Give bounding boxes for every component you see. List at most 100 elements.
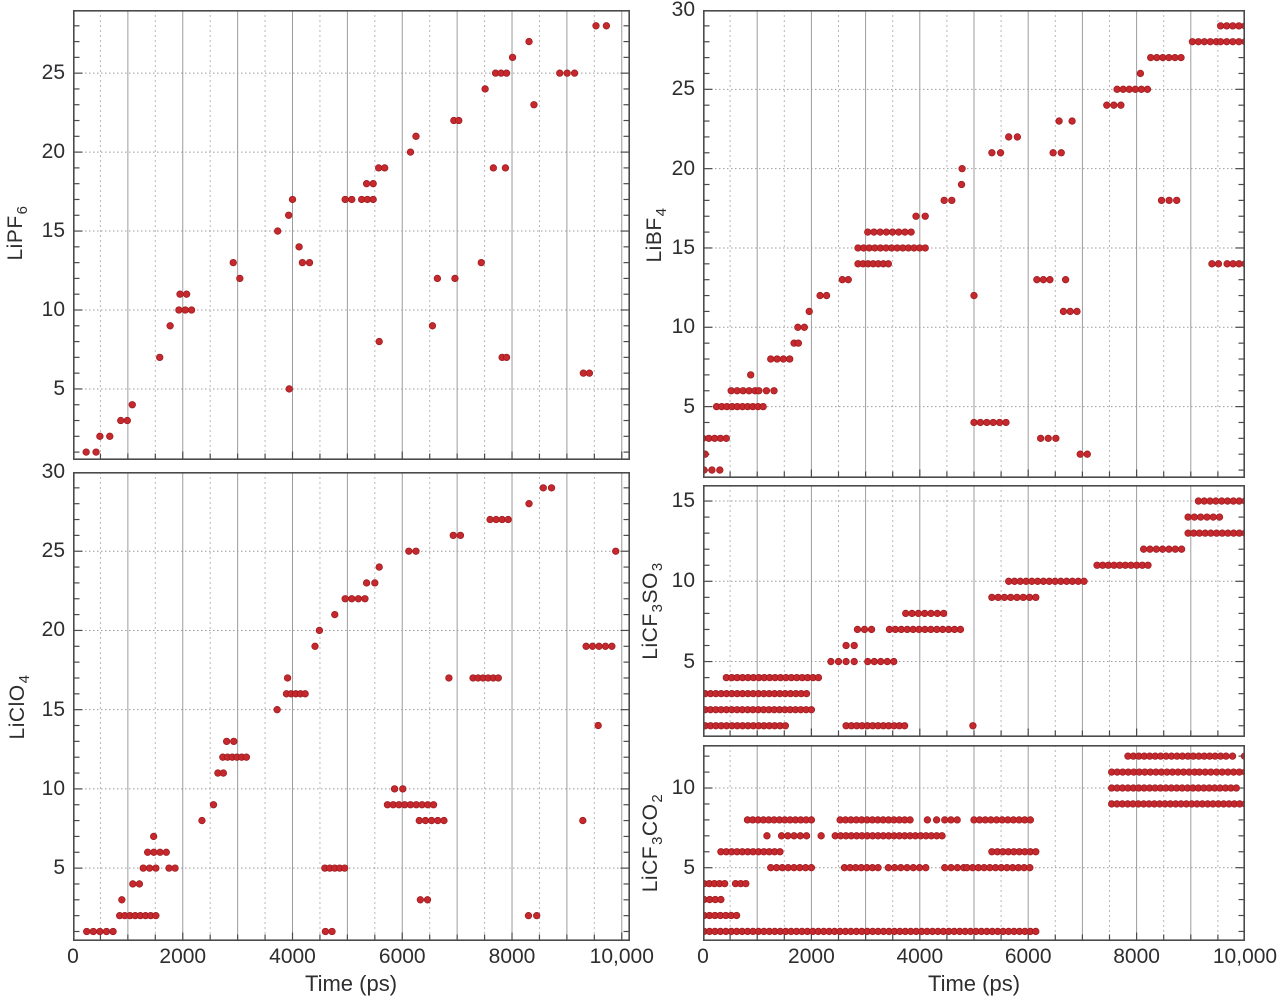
data-point <box>933 609 941 618</box>
data-point <box>390 785 399 793</box>
data-point <box>1143 85 1152 93</box>
data-point <box>156 848 164 856</box>
data-point <box>340 864 349 872</box>
data-point <box>877 657 885 666</box>
data-point <box>455 116 463 125</box>
data-point <box>940 196 948 205</box>
data-point <box>1232 784 1240 792</box>
x-tick-label: 2000 <box>159 945 207 968</box>
data-point <box>1229 38 1237 46</box>
data-point <box>1215 513 1224 521</box>
data-point <box>722 434 730 442</box>
data-point <box>770 387 778 395</box>
panel-lipf6 <box>73 10 630 460</box>
data-point <box>1039 276 1048 284</box>
data-point <box>348 595 356 603</box>
data-point <box>1139 545 1148 553</box>
data-point <box>612 547 620 555</box>
data-point <box>152 864 160 872</box>
data-point <box>742 879 750 888</box>
y-tick-label: 10 <box>671 315 695 339</box>
data-point <box>109 927 117 936</box>
data-point <box>198 816 206 825</box>
data-point <box>1146 545 1154 553</box>
data-point <box>371 579 379 587</box>
data-point <box>481 85 489 93</box>
data-point <box>498 515 506 524</box>
data-point <box>800 323 809 331</box>
y-tick-label: 25 <box>41 539 65 563</box>
data-point <box>1103 101 1111 109</box>
data-point <box>1032 848 1040 856</box>
data-point <box>328 927 336 936</box>
data-point <box>1229 260 1237 268</box>
data-point <box>1049 149 1057 157</box>
data-point <box>1159 53 1167 62</box>
x-axis-label-right: Time (ps) <box>927 971 1021 996</box>
data-point <box>983 418 991 427</box>
y-tick-label: 10 <box>41 298 65 321</box>
x-tick-label: 0 <box>67 945 79 968</box>
data-point <box>82 448 90 456</box>
data-point <box>1046 276 1054 284</box>
data-point <box>362 579 371 587</box>
data-point <box>907 228 915 236</box>
data-point <box>956 625 965 634</box>
data-point <box>1223 22 1231 30</box>
data-point <box>181 306 189 314</box>
data-point <box>406 148 415 156</box>
y-tick-label: 15 <box>41 219 65 243</box>
y-tick-label: 5 <box>53 856 65 880</box>
data-point <box>369 180 377 188</box>
data-point <box>1216 38 1225 46</box>
data-point <box>1019 593 1027 602</box>
data-point <box>525 500 533 508</box>
data-point <box>429 801 438 809</box>
data-point <box>209 801 218 809</box>
data-point <box>870 228 878 236</box>
data-point <box>331 610 339 619</box>
data-point <box>129 880 137 888</box>
data-point <box>525 37 533 46</box>
y-tick-label: 20 <box>41 618 65 642</box>
data-point <box>802 832 811 840</box>
data-point <box>601 642 610 650</box>
data-point <box>779 355 788 363</box>
data-point <box>305 258 314 267</box>
y-tick-label: 25 <box>41 61 65 85</box>
data-point <box>1025 593 1034 602</box>
data-point <box>853 625 862 634</box>
data-point <box>923 816 932 824</box>
data-point <box>1235 22 1243 30</box>
data-point <box>273 706 281 714</box>
data-point <box>902 609 910 618</box>
data-point <box>906 816 914 824</box>
data-point <box>947 864 955 872</box>
x-tick-label: 6000 <box>378 945 426 968</box>
data-point <box>1131 85 1139 93</box>
data-point <box>882 228 891 236</box>
data-point <box>1066 307 1074 316</box>
data-point <box>230 737 238 746</box>
data-point <box>117 416 125 425</box>
data-point <box>150 848 158 856</box>
data-point <box>1083 450 1091 458</box>
data-point <box>1117 101 1125 109</box>
data-point <box>1033 276 1041 284</box>
data-point <box>412 547 420 555</box>
data-point <box>784 832 792 840</box>
data-point <box>1136 69 1145 78</box>
data-point <box>759 402 767 411</box>
data-point <box>850 641 858 650</box>
panel-libf4 <box>703 10 1245 478</box>
x-tick-label: 2000 <box>788 945 835 968</box>
data-point <box>102 927 111 936</box>
data-point <box>143 848 152 856</box>
data-point <box>236 274 244 283</box>
data-point <box>423 896 432 904</box>
data-point <box>176 290 184 298</box>
data-point <box>988 593 996 602</box>
data-point <box>433 274 442 283</box>
data-point <box>165 864 173 872</box>
data-point <box>921 212 929 220</box>
